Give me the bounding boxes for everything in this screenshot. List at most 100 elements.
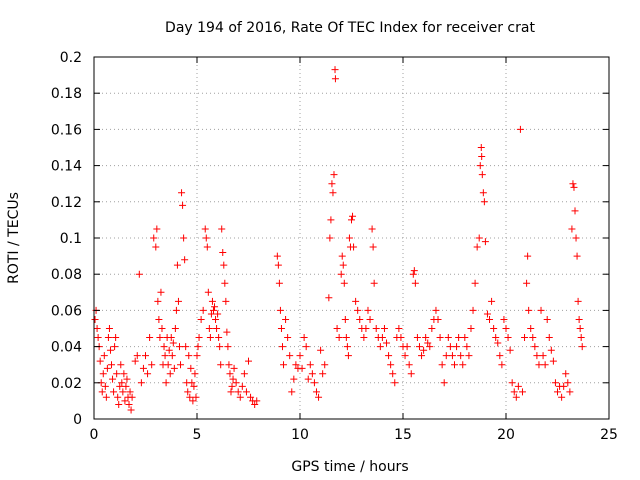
- data-point: [356, 315, 364, 323]
- data-point: [391, 379, 399, 387]
- data-point: [380, 325, 388, 332]
- data-point: [354, 306, 362, 314]
- data-point: [224, 343, 232, 351]
- data-point: [180, 234, 188, 242]
- data-point: [498, 361, 506, 369]
- data-point: [465, 352, 473, 360]
- data-point: [418, 352, 426, 360]
- data-point: [111, 343, 119, 351]
- data-point: [96, 357, 104, 365]
- data-point: [453, 343, 461, 351]
- data-point: [203, 243, 211, 251]
- data-point: [372, 325, 380, 332]
- data-point: [492, 334, 500, 342]
- data-point: [440, 379, 448, 387]
- data-point: [187, 364, 195, 372]
- data-point: [160, 343, 168, 351]
- data-point: [571, 207, 579, 215]
- data-point: [105, 325, 113, 332]
- data-point: [242, 388, 250, 396]
- data-point: [478, 171, 486, 179]
- data-point: [308, 370, 316, 378]
- data-point: [122, 382, 130, 390]
- data-point: [459, 361, 467, 369]
- data-point: [543, 315, 551, 323]
- data-point: [228, 382, 236, 390]
- data-point: [478, 153, 486, 161]
- data-point: [296, 352, 304, 360]
- data-point: [119, 388, 127, 396]
- data-point: [192, 393, 200, 401]
- data-point: [179, 201, 187, 209]
- data-point: [189, 397, 197, 405]
- data-point: [514, 382, 522, 390]
- data-point: [473, 243, 481, 251]
- data-point: [137, 379, 145, 387]
- data-point: [226, 370, 234, 378]
- y-tick-label: 0: [73, 412, 82, 428]
- y-tick-label: 0.04: [51, 340, 82, 356]
- data-point: [426, 343, 434, 351]
- data-point: [558, 393, 566, 401]
- data-point: [150, 234, 158, 242]
- data-point: [172, 306, 180, 314]
- data-point: [369, 243, 377, 251]
- data-point: [106, 346, 114, 354]
- data-point: [103, 364, 111, 372]
- data-point: [471, 279, 479, 287]
- data-point: [512, 393, 520, 401]
- data-point: [541, 361, 549, 369]
- data-point: [173, 261, 181, 269]
- data-point: [317, 346, 325, 354]
- data-points: [91, 66, 586, 414]
- data-point: [217, 361, 225, 369]
- data-point: [506, 346, 514, 354]
- data-point: [413, 334, 421, 342]
- data-point: [502, 325, 510, 332]
- data-point: [500, 315, 508, 323]
- data-point: [108, 361, 116, 369]
- data-point: [157, 288, 165, 296]
- data-point: [128, 393, 136, 401]
- y-tick-label: 0.02: [51, 376, 82, 392]
- data-point: [345, 234, 353, 242]
- data-point: [253, 397, 261, 405]
- data-point: [101, 382, 109, 390]
- data-point: [504, 334, 512, 342]
- data-point: [117, 361, 125, 369]
- data-point: [387, 361, 395, 369]
- data-point: [300, 334, 308, 342]
- y-tick-label: 0.16: [51, 122, 82, 138]
- data-point: [428, 325, 436, 332]
- x-tick-label: 25: [600, 427, 618, 443]
- data-point: [364, 306, 372, 314]
- data-point: [236, 393, 244, 401]
- data-point: [577, 334, 585, 342]
- data-point: [573, 252, 581, 260]
- data-point: [352, 297, 360, 305]
- data-point: [175, 343, 183, 351]
- data-point: [247, 393, 255, 401]
- data-point: [432, 306, 440, 314]
- data-point: [331, 66, 339, 74]
- data-point: [104, 334, 112, 342]
- data-point: [218, 225, 226, 233]
- data-point: [166, 370, 174, 378]
- data-point: [539, 352, 547, 360]
- data-point: [146, 334, 154, 342]
- data-point: [131, 357, 139, 365]
- data-point: [273, 252, 281, 260]
- data-point: [133, 352, 141, 360]
- data-point: [569, 180, 577, 188]
- data-point: [118, 379, 126, 387]
- x-axis-label: GPS time / hours: [291, 459, 408, 475]
- data-point: [524, 252, 532, 260]
- y-axis-label: ROTI / TECUs: [6, 192, 22, 284]
- data-point: [448, 352, 456, 360]
- y-tick-label: 0.1: [60, 231, 82, 247]
- data-point: [274, 261, 282, 269]
- data-point: [535, 361, 543, 369]
- data-point: [120, 370, 128, 378]
- data-point: [315, 393, 323, 401]
- data-point: [335, 334, 343, 342]
